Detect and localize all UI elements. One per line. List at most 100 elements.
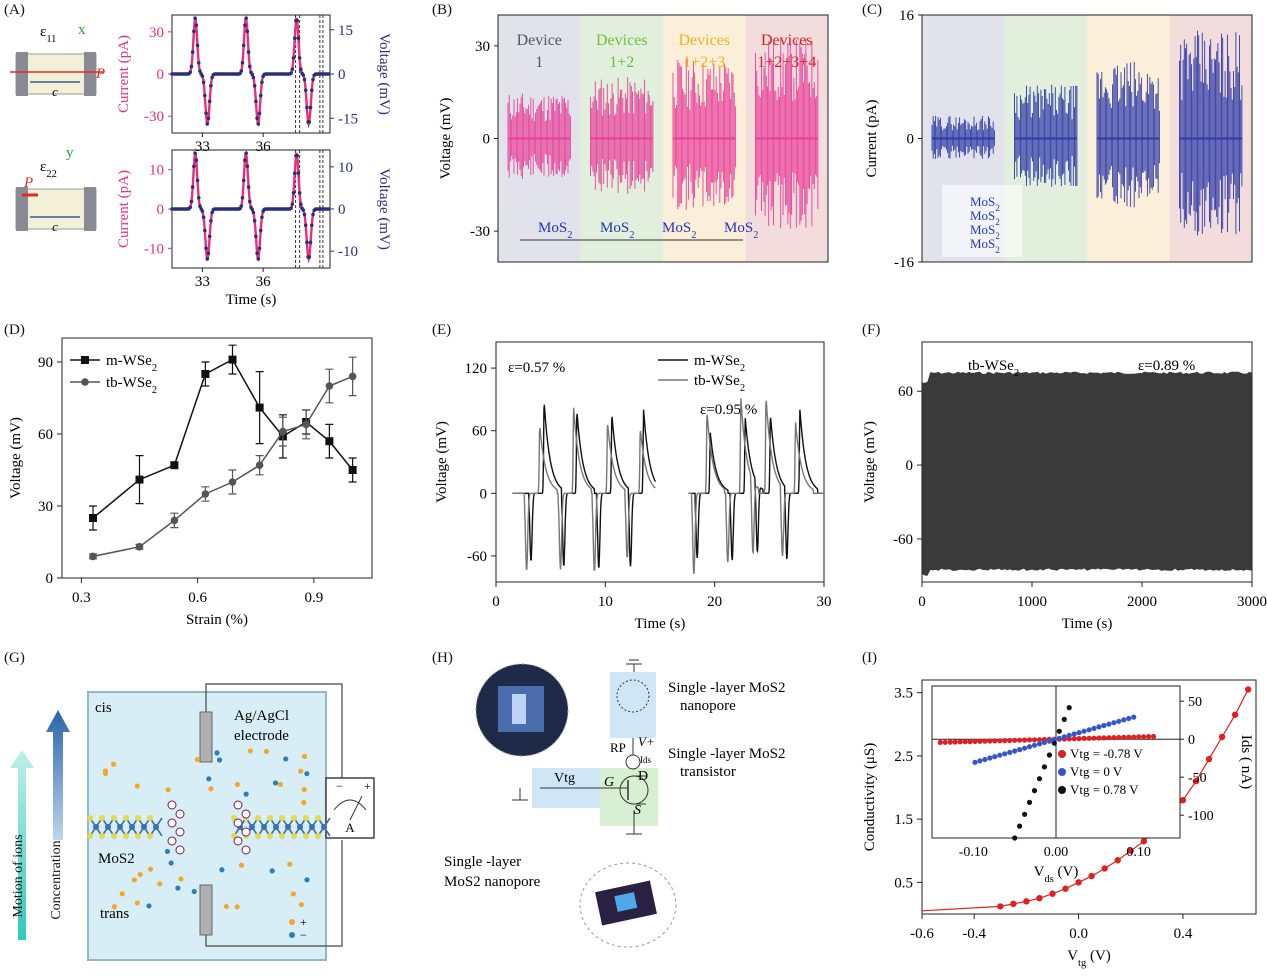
voltage-point [196,195,201,200]
circuit-label: MoS2 [970,208,1000,227]
ion [301,753,308,759]
inset-data-point [1150,733,1157,740]
data-point [1127,847,1134,854]
carrier-label: c [52,84,58,99]
data-point [1192,777,1200,785]
ion [234,781,241,788]
lattice-atom [309,824,315,830]
data-point [170,461,179,470]
inset-data-point [987,738,993,744]
x-tick-label: 0 [492,594,500,610]
x-axis-label: Time (s) [1062,616,1113,632]
inset-data-point [1031,788,1038,794]
legend-plus: + [300,915,307,929]
y2-tick-label: -10 [338,244,358,260]
ion [134,783,140,789]
voltage-point [204,111,208,116]
x-tick-label: 0.9 [305,590,324,606]
group-label-1: Devices [596,32,648,49]
pore-edge-ion [233,800,243,810]
y-tick-label: 90 [38,355,53,371]
voltage-point [311,77,315,82]
voltage-point [246,50,251,54]
voltage-point [255,116,259,121]
data-point [348,466,357,474]
signal-burst [1179,30,1243,236]
x-tick-label: 2000 [1127,594,1157,610]
inset-data-point [1022,737,1028,743]
chart-a: -30 0 30 -15 0 15 33 36 Current (pA) Voltage (mV)… [10,14,392,308]
voltage-point [254,234,258,239]
panel-label-b: (B) [432,2,452,18]
inset-data-point [1026,799,1033,805]
group-label-1: Devices [761,32,813,49]
y-tick-label: -30 [470,224,490,240]
inset-data-point [1066,732,1072,738]
ion [277,781,284,787]
voltage-point [308,105,313,110]
electrode-right [84,187,96,231]
inset-data-point [1031,737,1038,743]
ion [208,786,214,792]
ion [243,791,249,797]
inset-data-point [952,739,958,745]
inset-legend-label: Vtg = 0 V [1070,764,1123,779]
inset-data-point [1056,728,1062,734]
ion [269,868,275,874]
ion [290,891,296,897]
voltage-point [204,246,208,251]
electrode-top [199,711,213,763]
lattice-atom [87,815,93,821]
plot-frame [921,679,1257,915]
nanopore-bottom-label-2: MoS2 nanopore [444,874,541,890]
ion [147,866,154,872]
y-tick-label: 16 [899,8,915,24]
data-point [255,403,264,412]
lattice-atom [273,824,279,830]
ion [165,787,171,793]
group-label-1: Devices [678,32,730,49]
inset-data-point [1012,737,1018,743]
ion [102,770,109,777]
inset-data-point [937,739,943,745]
voltage-point [256,257,261,261]
inset-y-tick-label: -100 [1188,809,1214,824]
inset-data-point [982,756,988,763]
pore-edge-ion [175,827,185,837]
y-axis-label: Current (pA) [116,170,132,248]
group-label-2: 1+2+3+4 [757,54,816,71]
lattice-atom [111,833,117,839]
chart-b: Device 1 Devices 1+2 Devices 1+2+3 Devices 1+2+… [438,14,829,263]
inset-data-point [1081,728,1087,734]
inset-data-point [1141,734,1147,740]
lattice-atom [135,815,141,821]
ion [272,780,279,786]
voltage-point [292,171,297,176]
lattice-atom [87,833,93,839]
ion [234,904,240,910]
ion [194,756,200,763]
voltage-point [258,93,263,98]
circuit-label: MoS2 [538,220,572,241]
voltage-point [241,43,246,48]
voltage-point [301,208,306,212]
panel-label-i: (I) [862,650,877,666]
voltage-point [210,75,214,80]
voltage-point [205,122,210,126]
y2-tick-label: 15 [338,23,353,39]
data-point [170,516,179,525]
nanopore-box [610,672,656,738]
y-tick-label: 30 [149,25,164,41]
voltage-point [257,111,262,116]
inset-data-point [1066,705,1072,711]
lattice-atom [321,824,327,830]
ammeter-plus: + [364,779,371,793]
inset-data-point [997,738,1003,744]
data-point [1205,755,1213,763]
inset-data-point [1071,731,1077,737]
y-tick-label: 0.5 [894,875,913,891]
source-label: S [634,803,641,818]
inset-data-point [1022,811,1028,817]
voltage-point [194,158,199,163]
